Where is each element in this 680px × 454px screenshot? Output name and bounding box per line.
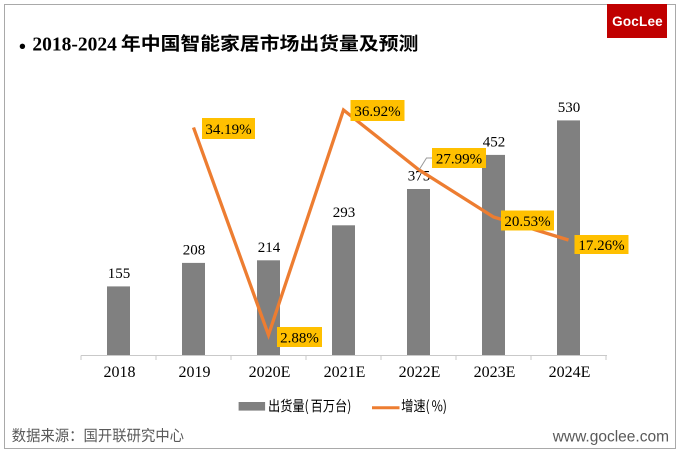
svg-text:293: 293	[333, 205, 356, 221]
svg-text:452: 452	[483, 134, 506, 150]
svg-text:214: 214	[258, 240, 281, 256]
svg-text:36.92%: 36.92%	[354, 104, 400, 120]
svg-text:2023E: 2023E	[474, 364, 516, 381]
svg-text:2019: 2019	[179, 364, 211, 381]
svg-text:27.99%: 27.99%	[436, 151, 482, 167]
svg-text:2018-2024: 2018-2024	[32, 34, 117, 55]
svg-text:www.goclee.com: www.goclee.com	[552, 428, 669, 445]
svg-text:2020E: 2020E	[249, 364, 291, 381]
svg-text:208: 208	[183, 242, 206, 258]
svg-text:20.53%: 20.53%	[504, 214, 550, 230]
svg-text:2021E: 2021E	[324, 364, 366, 381]
svg-text:GocLee: GocLee	[612, 14, 663, 29]
svg-text:2.88%: 2.88%	[280, 330, 319, 346]
svg-text:17.26%: 17.26%	[578, 238, 624, 254]
svg-text:155: 155	[108, 266, 131, 282]
svg-text:2022E: 2022E	[399, 364, 441, 381]
svg-text:2018: 2018	[104, 364, 136, 381]
svg-text:2024E: 2024E	[549, 364, 591, 381]
svg-text:34.19%: 34.19%	[205, 122, 251, 138]
svg-text:530: 530	[558, 100, 581, 116]
